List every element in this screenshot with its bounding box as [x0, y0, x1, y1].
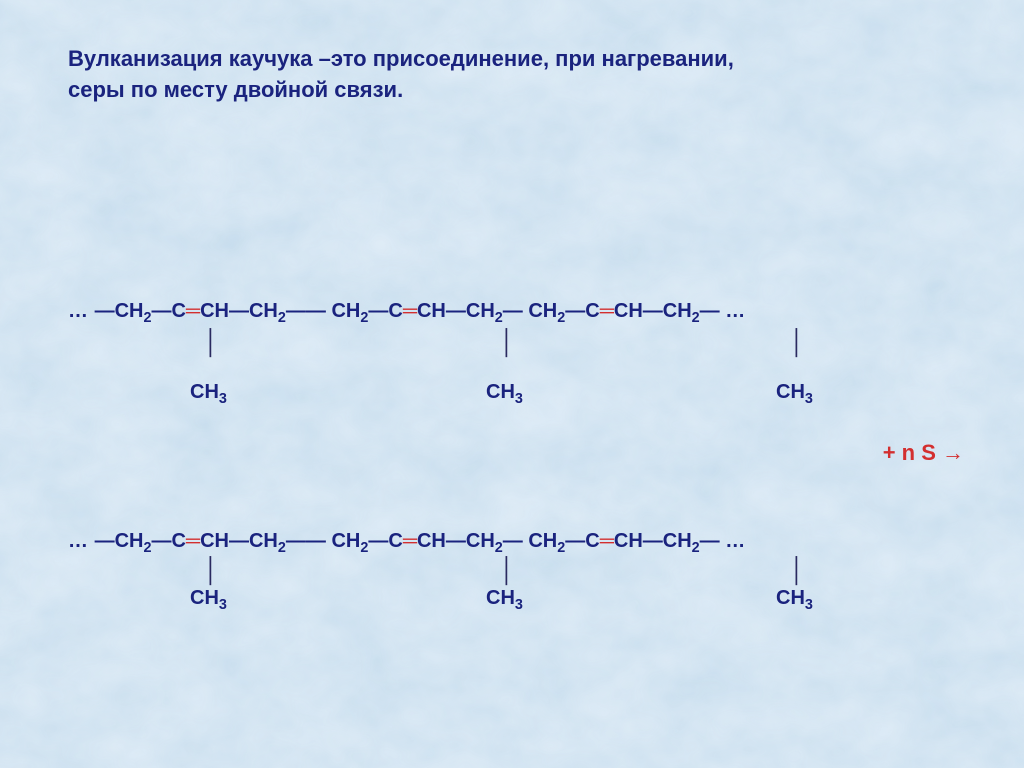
title-line-1: Вулканизация каучука –это присоединение,… [68, 46, 734, 71]
vertical-bond-icon: │ [790, 329, 805, 357]
vertical-bond-icon: │ [204, 329, 219, 357]
methyl-group: CH3 [776, 587, 813, 610]
chain-2-vertical-bonds: │ │ │ [68, 557, 746, 585]
polymer-chain-2: … ―CH2―C═CH―CH2―― CH2―C═CH―CH2― CH2―C═CH… [68, 530, 746, 613]
vertical-bond-icon: │ [204, 557, 219, 585]
chain-2-backbone: … ―CH2―C═CH―CH2―― CH2―C═CH―CH2― CH2―C═CH… [68, 530, 746, 553]
methyl-group: CH3 [190, 587, 227, 610]
chain-1-backbone: … ―CH2―C═CH―CH2―― CH2―C═CH―CH2― CH2―C═CH… [68, 300, 746, 323]
methyl-group: CH3 [190, 381, 227, 404]
ellipsis-left: … [68, 530, 95, 552]
chain-2-side-groups: CH3 CH3 CH3 [68, 587, 746, 613]
methyl-group: CH3 [486, 381, 523, 404]
ellipsis-right: … [725, 530, 746, 552]
vertical-bond-icon: │ [500, 329, 515, 357]
methyl-group: CH3 [486, 587, 523, 610]
slide-title: Вулканизация каучука –это присоединение,… [68, 44, 966, 106]
polymer-chain-1: … ―CH2―C═CH―CH2―― CH2―C═CH―CH2― CH2―C═CH… [68, 300, 746, 407]
vertical-bond-icon: │ [790, 557, 805, 585]
vertical-bond-icon: │ [500, 557, 515, 585]
sulfur-reagent: + n S → [0, 440, 1024, 466]
methyl-group: CH3 [776, 381, 813, 404]
ellipsis-left: … [68, 300, 95, 322]
slide-content: Вулканизация каучука –это присоединение,… [0, 0, 1024, 106]
chain-1-side-groups: CH3 CH3 CH3 [68, 381, 746, 407]
ellipsis-right: … [725, 300, 746, 322]
chain-1-vertical-bonds: │ │ │ [68, 329, 746, 363]
title-line-2: серы по месту двойной связи. [68, 77, 403, 102]
